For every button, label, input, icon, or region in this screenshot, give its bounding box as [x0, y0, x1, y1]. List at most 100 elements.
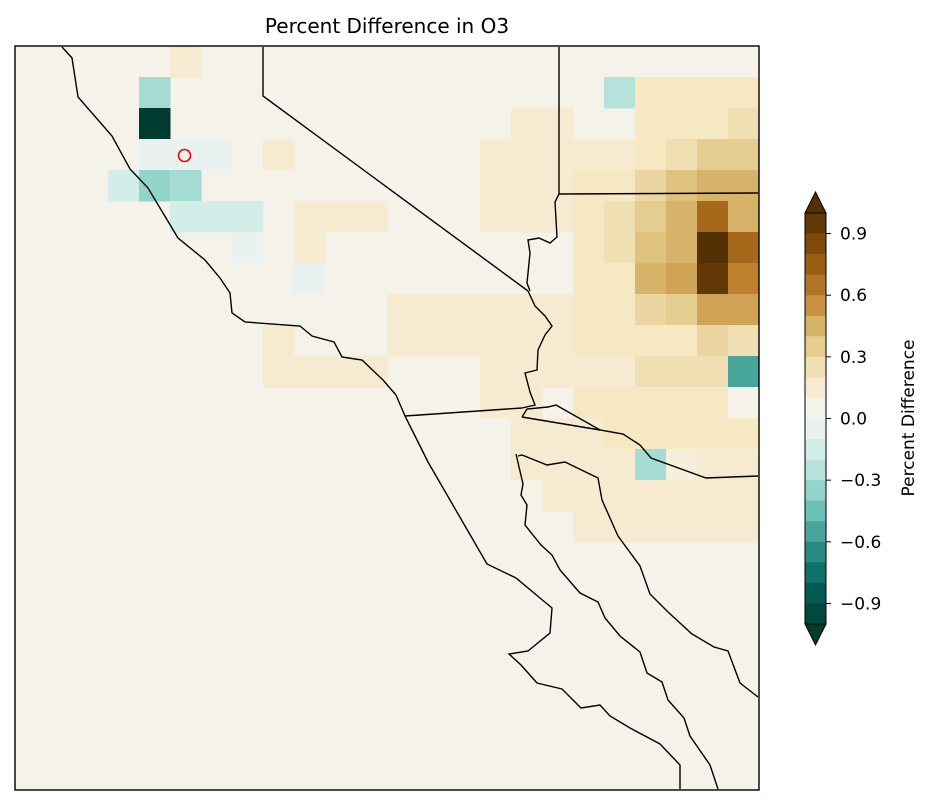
map-boundaries — [61, 46, 759, 790]
heatmap-cell — [294, 263, 326, 295]
heatmap-cell — [139, 170, 171, 202]
heatmap-cell — [697, 480, 729, 512]
heatmap-cell — [573, 387, 605, 419]
colorbar-band — [805, 582, 826, 604]
heatmap-cell — [604, 77, 636, 109]
map-frame — [14, 45, 760, 791]
heatmap-cell — [139, 139, 171, 171]
heatmap-cell — [480, 170, 512, 202]
heatmap-cell — [666, 294, 698, 326]
heatmap-cell — [263, 356, 295, 388]
heatmap-cell — [542, 325, 574, 357]
heatmap-cell — [387, 294, 419, 326]
colorbar-band — [805, 295, 826, 317]
heatmap-cell — [604, 170, 636, 202]
heatmap-cell — [728, 356, 760, 388]
heatmap-cell — [697, 511, 729, 543]
heatmap-cell — [604, 294, 636, 326]
colorbar: −0.9 −0.6 −0.3 0.0 0.3 0.6 0.9 — [804, 190, 881, 647]
heatmap-cell — [356, 201, 388, 233]
colorbar-band — [805, 356, 826, 378]
heatmap-cell — [511, 294, 543, 326]
heatmap-cell — [604, 263, 636, 295]
heatmap-cell — [449, 294, 481, 326]
heatmap-cell — [263, 139, 295, 171]
heatmap-cell — [666, 77, 698, 109]
heatmap-cell — [728, 449, 760, 481]
heatmap-cell — [666, 480, 698, 512]
colorbar-tick-label: −0.9 — [840, 594, 881, 614]
heatmap-cell — [170, 201, 202, 233]
heatmap-cell — [573, 294, 605, 326]
heatmap-cell — [697, 325, 729, 357]
heatmap-cell — [294, 232, 326, 264]
heatmap-cell — [635, 449, 667, 481]
heatmap-cell — [604, 139, 636, 171]
heatmap-cell — [635, 77, 667, 109]
heatmap-cell — [697, 232, 729, 264]
heatmap-cell — [480, 294, 512, 326]
colorbar-band — [805, 213, 826, 234]
heatmap-cell — [170, 46, 202, 78]
colorbar-band — [805, 233, 826, 255]
heatmap-cell — [108, 170, 140, 202]
colorbar-band — [805, 459, 826, 481]
heatmap-cell — [573, 170, 605, 202]
heatmap-cell — [728, 201, 760, 233]
heatmap-cell — [728, 480, 760, 512]
heatmap-cell — [635, 294, 667, 326]
heatmap-cell — [728, 139, 760, 171]
heatmap-cell — [635, 387, 667, 419]
heatmap-cell — [325, 356, 357, 388]
heatmap-cell — [511, 387, 543, 419]
heatmap-cell — [511, 449, 543, 481]
colorbar-band — [805, 562, 826, 584]
heatmap-cell — [294, 201, 326, 233]
heatmap-cell — [573, 263, 605, 295]
heatmap-cell — [635, 263, 667, 295]
heatmap-cell — [728, 232, 760, 264]
heatmap-cell — [511, 418, 543, 450]
location-marker — [177, 148, 192, 163]
heatmap-cell — [604, 232, 636, 264]
heatmap-cell — [139, 108, 171, 140]
heatmap-cell — [511, 108, 543, 140]
heatmap-cell — [635, 356, 667, 388]
heatmap-cell — [263, 325, 295, 357]
heatmap-cell — [666, 325, 698, 357]
heatmap-cell — [356, 356, 388, 388]
heatmap-cell — [635, 170, 667, 202]
heatmap-cell — [666, 387, 698, 419]
heatmap-cell — [697, 170, 729, 202]
heatmap-cell — [232, 232, 264, 264]
heatmap-cell — [728, 325, 760, 357]
heatmap-cell — [573, 325, 605, 357]
heatmap-cell — [542, 480, 574, 512]
heatmap-cell — [666, 170, 698, 202]
heatmap-cell — [604, 356, 636, 388]
heatmap-cell — [480, 325, 512, 357]
heatmap-cell — [728, 108, 760, 140]
heatmap-cell — [666, 201, 698, 233]
heatmap-cell — [511, 139, 543, 171]
heatmap-cell — [573, 418, 605, 450]
heatmap-cells — [15, 46, 760, 790]
heatmap-cell — [573, 356, 605, 388]
heatmap-cell — [728, 418, 760, 450]
heatmap-cell — [635, 139, 667, 171]
heatmap-cell — [728, 170, 760, 202]
heatmap-cell — [418, 294, 450, 326]
heatmap-cell — [170, 139, 202, 171]
heatmap-cell — [573, 201, 605, 233]
colorbar-band — [805, 397, 826, 419]
heatmap-cell — [697, 77, 729, 109]
heatmap-cell — [201, 201, 233, 233]
heatmap-cell — [728, 77, 760, 109]
heatmap-cell — [542, 201, 574, 233]
heatmap-cell — [728, 511, 760, 543]
colorbar-extend-max — [804, 190, 827, 214]
colorbar-tick-label: 0.9 — [840, 225, 867, 245]
heatmap-cell — [604, 325, 636, 357]
heatmap-cell — [666, 108, 698, 140]
heatmap-cell — [573, 449, 605, 481]
